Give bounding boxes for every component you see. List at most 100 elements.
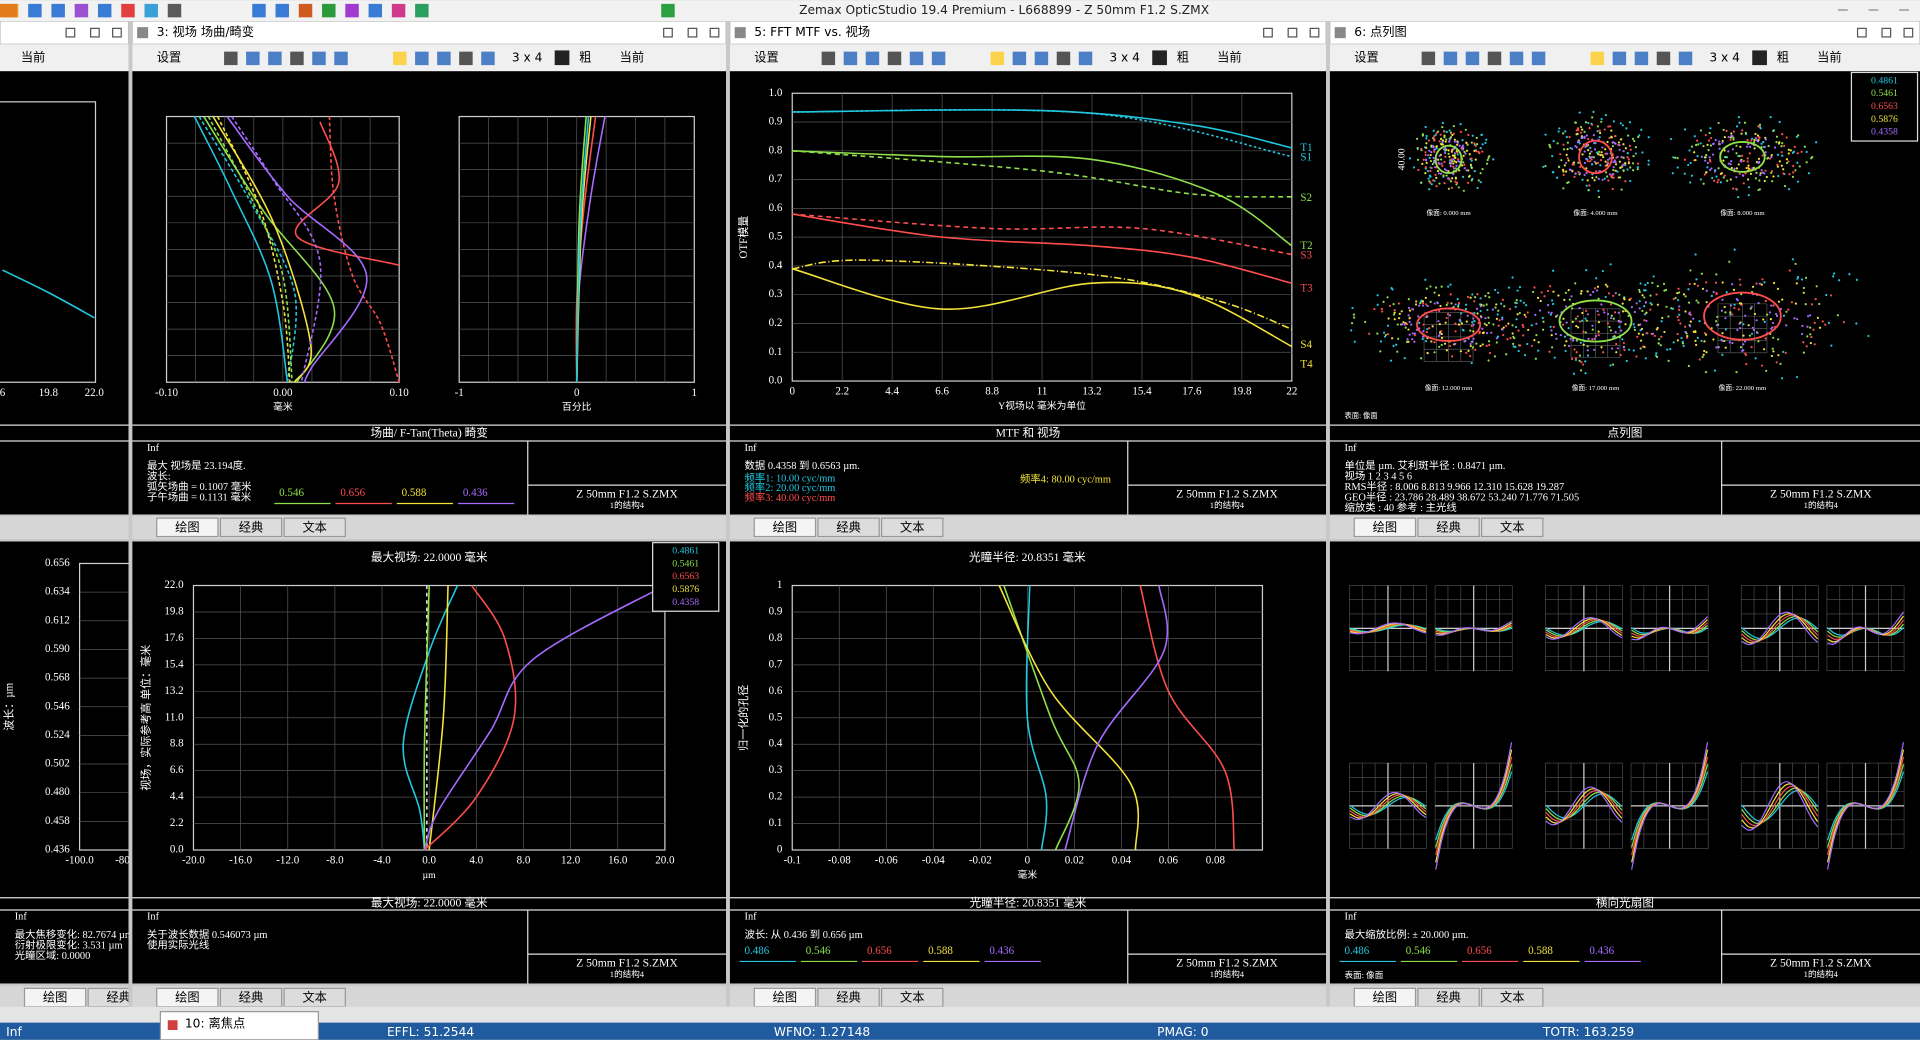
spot-dot (1606, 162, 1609, 165)
tab[interactable] (881, 987, 944, 1007)
tab-label[interactable]: 经典 (107, 991, 131, 1005)
tab-label[interactable]: 绘图 (175, 519, 199, 534)
tab-label[interactable]: 绘图 (1373, 990, 1397, 1005)
tab[interactable] (156, 517, 219, 538)
tab-label[interactable]: 文本 (1500, 519, 1524, 534)
toolbar-button[interactable]: 当前 (1217, 49, 1241, 64)
spot-dot (1629, 179, 1632, 183)
spot-dot (1383, 335, 1387, 338)
spot-dot (1406, 338, 1409, 341)
spot-dot (1812, 328, 1815, 331)
tab[interactable] (1417, 517, 1480, 538)
floating-tab-label[interactable]: 10: 离焦点 (185, 1015, 245, 1030)
toolbar-button[interactable]: 当前 (620, 49, 644, 64)
tab-label[interactable]: 经典 (1436, 520, 1460, 534)
tab[interactable] (1481, 517, 1544, 538)
spot-dot (1463, 163, 1466, 166)
floating-tab[interactable] (159, 1011, 319, 1040)
tab[interactable] (87, 987, 149, 1007)
spot-dot (1763, 320, 1766, 323)
spot-dot (1742, 343, 1745, 346)
tab[interactable] (283, 517, 346, 538)
spot-dot (1420, 357, 1423, 360)
wavelength-label: 0.656 (340, 487, 365, 499)
tab-label[interactable]: 经典 (836, 991, 860, 1005)
tab[interactable] (753, 517, 817, 538)
spot-dot (1747, 324, 1750, 327)
spot-dot (1629, 166, 1632, 169)
tab-label[interactable]: 文本 (302, 990, 326, 1005)
spot-label: 像面: 22.000 mm (1719, 383, 1767, 392)
legend-entry: 0.4358 (1871, 127, 1898, 138)
toolbar-button[interactable]: 当前 (1817, 49, 1841, 64)
toolbar-button[interactable]: 设置 (157, 50, 181, 64)
spot-dot (1448, 344, 1452, 348)
spot-dot (1813, 343, 1816, 346)
toolbar-button[interactable]: 粗 (1777, 50, 1789, 64)
toolbar-button[interactable]: 当前 (21, 49, 45, 64)
toolbar-button[interactable]: 设置 (754, 50, 778, 64)
tab-label[interactable]: 文本 (900, 519, 924, 534)
tab[interactable] (1417, 987, 1480, 1007)
tool-icon (843, 51, 858, 66)
spot-dot (1758, 179, 1761, 182)
tab[interactable] (1481, 987, 1544, 1007)
tab-label[interactable]: 文本 (302, 519, 326, 534)
curve (423, 585, 430, 851)
y-tick-label: 0.3 (769, 764, 783, 776)
tab[interactable] (817, 517, 880, 538)
toolbar-button[interactable]: 设置 (1354, 50, 1378, 64)
tab-label[interactable]: 绘图 (175, 990, 199, 1005)
spot-dot (1602, 351, 1605, 354)
spot-dot (1522, 325, 1525, 328)
spot-dot (1438, 322, 1441, 326)
fan-curve (1545, 616, 1623, 640)
spot-dot (1643, 313, 1647, 316)
tab[interactable] (156, 987, 219, 1007)
panel: 3: 视场 场曲/畸变设置 3 x 4 粗当前场曲/ F-Tan(Theta) 畸变… (132, 21, 727, 539)
y-tick-label: 8.8 (170, 738, 184, 750)
tab[interactable] (817, 987, 880, 1007)
tab[interactable] (1353, 517, 1417, 538)
toolbar-button[interactable]: 3 x 4 (1709, 50, 1740, 64)
spot-dot (1429, 181, 1432, 184)
toolbar-button[interactable]: 粗 (579, 50, 591, 64)
spot-dot (1609, 263, 1612, 266)
spot-dot (1656, 326, 1659, 330)
spot-dot (1485, 303, 1488, 306)
tab-label[interactable]: 文本 (1500, 990, 1524, 1005)
tab-label[interactable]: 经典 (239, 991, 263, 1005)
spot-dot (1601, 178, 1604, 182)
tab-label[interactable]: 文本 (900, 990, 924, 1005)
tab[interactable] (881, 517, 944, 538)
spot-dot (1695, 143, 1698, 147)
tab-label[interactable]: 绘图 (773, 519, 797, 534)
spot-dot (1782, 350, 1785, 354)
tab[interactable] (23, 987, 87, 1007)
tab-label[interactable]: 绘图 (1373, 519, 1397, 534)
tab[interactable] (753, 987, 817, 1007)
tab[interactable] (283, 987, 346, 1007)
spot-dot (1422, 335, 1425, 338)
spot-dot (1441, 126, 1444, 129)
spot-dot (1641, 309, 1644, 313)
spot-dot (1488, 351, 1492, 355)
tab-label[interactable]: 经典 (836, 520, 860, 534)
toolbar-button[interactable]: 粗 (1177, 50, 1189, 64)
tab[interactable] (1353, 987, 1417, 1007)
tab-label[interactable]: 经典 (1436, 991, 1460, 1005)
toolbar-icon (298, 3, 313, 18)
spot-dot (1592, 133, 1595, 137)
curve-label: T1 (1300, 142, 1312, 154)
spot-dot (1444, 155, 1447, 158)
tab-label[interactable]: 绘图 (43, 990, 67, 1005)
toolbar-button[interactable]: 3 x 4 (1109, 50, 1140, 64)
spot-dot (1619, 353, 1622, 357)
tab-label[interactable]: 绘图 (773, 990, 797, 1005)
tab[interactable] (219, 987, 283, 1007)
tab-label[interactable]: 经典 (239, 520, 263, 534)
spot-dot (1807, 172, 1811, 175)
tab[interactable] (219, 517, 283, 538)
toolbar-button[interactable]: 3 x 4 (512, 50, 543, 64)
spot-dot (1526, 311, 1529, 314)
